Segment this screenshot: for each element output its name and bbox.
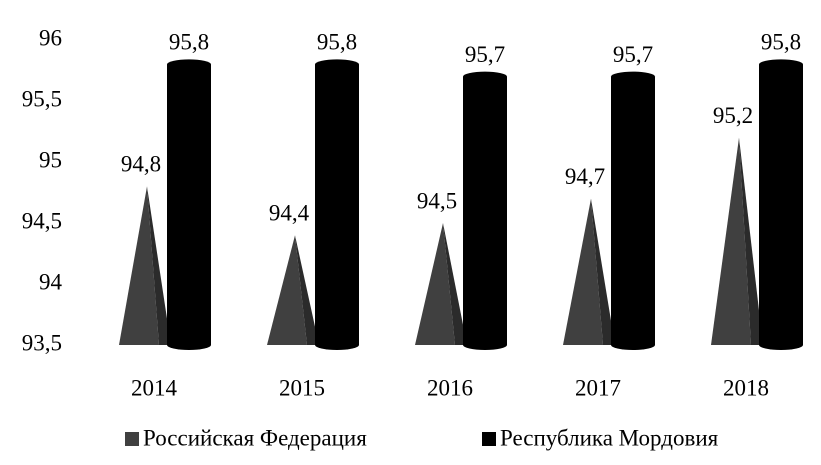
y-tick-label: 94,5 [22, 208, 62, 233]
pyramid-bar [415, 223, 467, 345]
x-tick-label: 2014 [131, 375, 178, 400]
cylinder-bar [315, 59, 359, 351]
pyramid-side [739, 137, 763, 345]
legend-swatch [125, 432, 139, 446]
x-tick-label: 2016 [427, 375, 473, 400]
y-tick-label: 94 [39, 269, 63, 294]
legend-swatch [482, 432, 496, 446]
y-tick-label: 96 [39, 25, 62, 50]
pyramid-bar [267, 235, 319, 345]
pyramid-face [563, 198, 603, 345]
cylinder-bar [463, 71, 507, 350]
y-tick-label: 93,5 [22, 330, 62, 355]
pyramid-side [147, 186, 171, 345]
pyramid-face [711, 137, 751, 345]
cylinder-bar [611, 71, 655, 350]
value-label: 94,5 [417, 188, 457, 213]
value-label: 95,8 [761, 30, 801, 55]
value-label: 95,2 [713, 103, 753, 128]
value-label: 94,4 [269, 200, 310, 225]
pyramid-bar [119, 186, 171, 345]
x-tick-label: 2017 [575, 375, 621, 400]
value-label: 95,7 [465, 42, 505, 67]
pyramid-bar [563, 198, 615, 345]
pyramid-bar [711, 137, 763, 345]
legend-label: Российская Федерация [143, 425, 367, 450]
legend-label: Республика Мордовия [500, 425, 719, 450]
value-label: 95,7 [613, 42, 653, 67]
x-tick-label: 2018 [723, 375, 769, 400]
y-tick-label: 95 [39, 147, 62, 172]
value-label: 95,8 [169, 30, 209, 55]
pyramid-side [295, 235, 319, 345]
pyramid-face [415, 223, 455, 345]
value-label: 94,8 [121, 152, 161, 177]
pyramid-face [267, 235, 307, 345]
pyramid-face [119, 186, 159, 345]
pyramid-side [443, 223, 467, 345]
cylinder-bar [167, 59, 211, 350]
pyramid-side [591, 198, 615, 345]
x-tick-label: 2015 [279, 375, 325, 400]
y-tick-label: 95,5 [22, 86, 62, 111]
value-label: 95,8 [317, 30, 357, 55]
value-label: 94,7 [565, 164, 605, 189]
cylinder-bar [759, 59, 803, 351]
